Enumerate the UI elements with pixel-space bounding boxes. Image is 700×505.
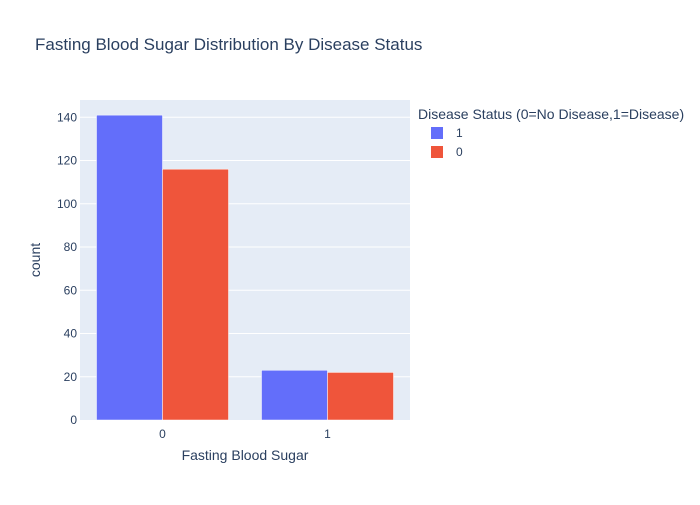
legend-swatch xyxy=(431,127,443,139)
chart-title: Fasting Blood Sugar Distribution By Dise… xyxy=(35,35,422,54)
y-tick-label: 40 xyxy=(64,327,78,341)
legend-title: Disease Status (0=No Disease,1=Disease) xyxy=(418,106,684,122)
y-tick-label: 100 xyxy=(57,197,77,211)
x-axis-label: Fasting Blood Sugar xyxy=(182,447,309,463)
x-tick-label: 1 xyxy=(324,427,331,441)
x-tick-label: 0 xyxy=(159,427,166,441)
y-axis-label: count xyxy=(27,243,43,277)
y-tick-label: 120 xyxy=(57,154,77,168)
bar-series-0-cat-1[interactable] xyxy=(327,372,394,421)
bar-series-1-cat-1[interactable] xyxy=(261,370,328,421)
legend[interactable]: Disease Status (0=No Disease,1=Disease) … xyxy=(418,106,684,159)
y-tick-label: 80 xyxy=(64,240,78,254)
y-tick-label: 0 xyxy=(70,413,77,427)
legend-item-1[interactable]: 1 xyxy=(431,126,463,140)
legend-label: 1 xyxy=(456,126,463,140)
y-tick-label: 20 xyxy=(64,370,78,384)
bars xyxy=(96,114,394,421)
y-tick-label: 140 xyxy=(57,110,77,124)
legend-label: 0 xyxy=(456,145,463,159)
bar-series-1-cat-0[interactable] xyxy=(96,114,163,421)
legend-item-0[interactable]: 0 xyxy=(431,145,463,159)
y-tick-labels: 0 20 40 60 80 100 120 140 xyxy=(57,110,77,427)
legend-swatch xyxy=(431,146,443,158)
legend-items: 10 xyxy=(431,126,463,159)
bar-series-0-cat-0[interactable] xyxy=(162,168,229,421)
y-tick-label: 60 xyxy=(64,283,78,297)
